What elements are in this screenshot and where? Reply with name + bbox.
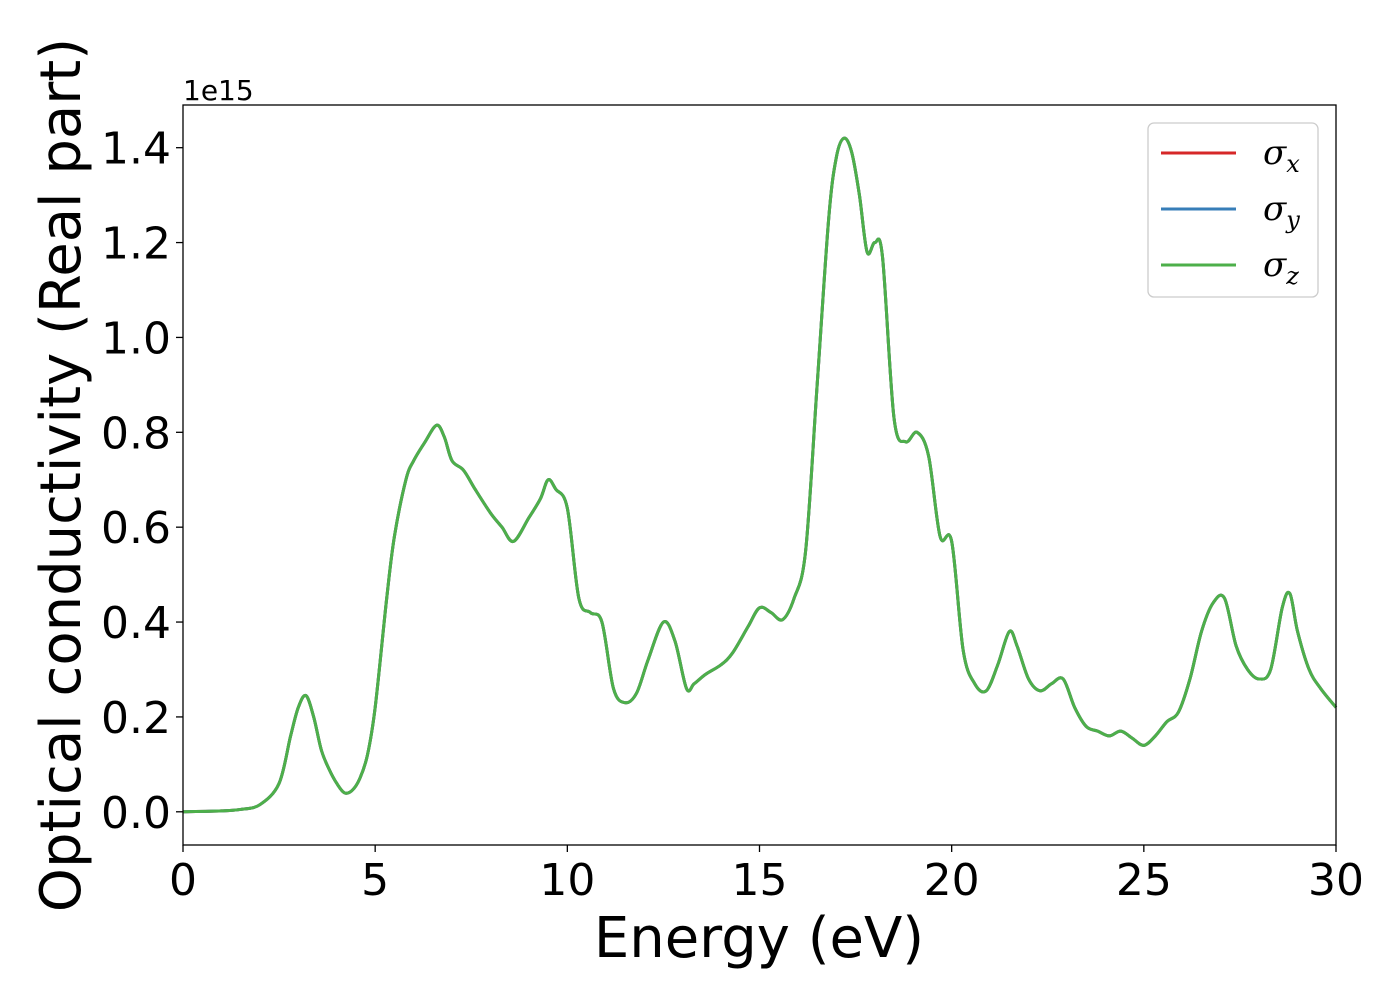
x-tick-label: 20 [924, 855, 980, 906]
y-tick-label: 1.2 [101, 219, 171, 270]
legend: σx σy σz [1147, 122, 1319, 298]
y-axis-label: Optical conductivity (Real part) [29, 38, 94, 912]
y-axis-ticks: 0.0 0.2 0.4 0.6 0.8 1.0 1.2 1.4 [101, 124, 183, 839]
y-tick-label: 0.4 [101, 598, 171, 649]
series-line-3 [182, 136, 1338, 814]
x-tick-label: 0 [169, 855, 197, 906]
x-tick-label: 15 [732, 855, 788, 906]
x-tick-label: 30 [1308, 855, 1364, 906]
y-tick-label: 0.8 [101, 408, 171, 459]
y-tick-label: 0.2 [101, 693, 171, 744]
y-offset-label: 1e15 [183, 74, 254, 107]
y-tick-label: 0.0 [101, 788, 171, 839]
x-tick-label: 25 [1116, 855, 1172, 906]
x-axis-label: Energy (eV) [594, 906, 924, 971]
x-tick-label: 5 [361, 855, 389, 906]
plot-lines [182, 136, 1338, 814]
y-tick-label: 1.4 [101, 124, 171, 175]
x-tick-label: 10 [539, 855, 595, 906]
y-tick-label: 0.6 [101, 503, 171, 554]
x-axis-ticks: 0 5 10 15 20 25 30 [169, 845, 1364, 906]
y-tick-label: 1.0 [101, 313, 171, 364]
legend-label-3: σz [1263, 245, 1299, 290]
legend-label-2: σy [1263, 189, 1300, 234]
legend-label-1: σx [1263, 133, 1300, 178]
